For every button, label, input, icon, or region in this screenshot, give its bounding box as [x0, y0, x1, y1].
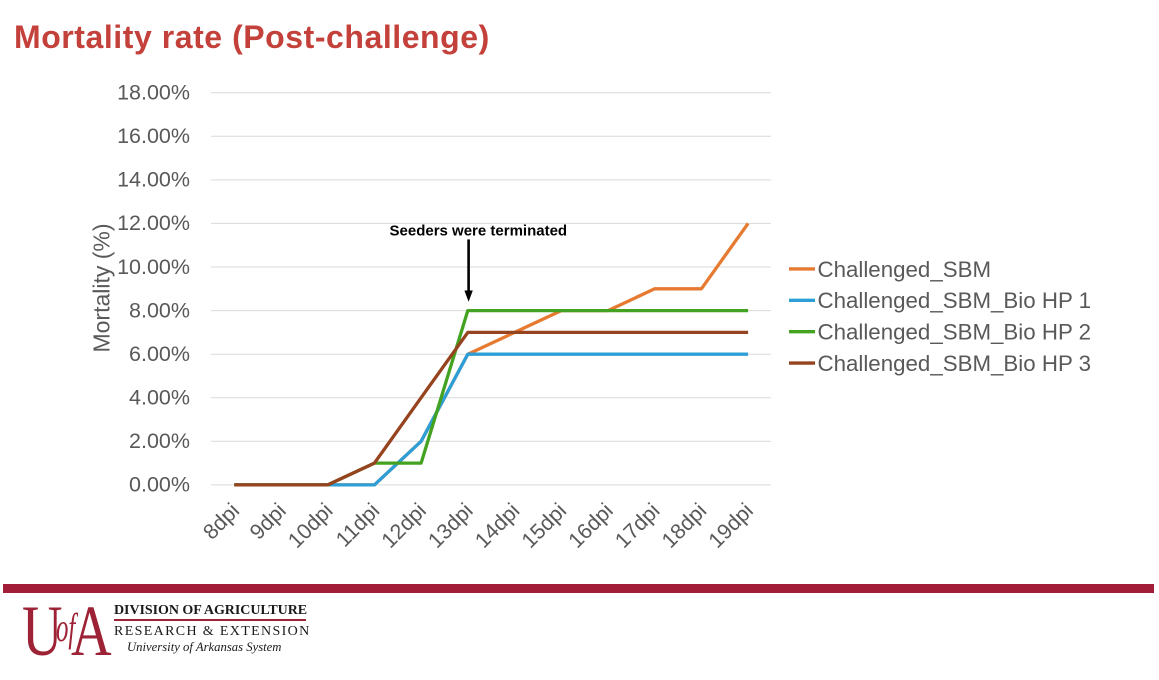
svg-text:14.00%: 14.00% [117, 168, 190, 192]
svg-text:16.00%: 16.00% [117, 124, 190, 148]
svg-text:15dpi: 15dpi [517, 499, 571, 553]
svg-text:18dpi: 18dpi [657, 499, 711, 553]
svg-text:4.00%: 4.00% [129, 386, 190, 410]
svg-text:Challenged_SBM_Bio HP 2: Challenged_SBM_Bio HP 2 [818, 320, 1092, 345]
svg-text:Seeders were terminated: Seeders were terminated [390, 222, 568, 239]
svg-text:12.00%: 12.00% [117, 211, 190, 235]
svg-text:0.00%: 0.00% [129, 473, 190, 497]
svg-text:Challenged_SBM_Bio HP 3: Challenged_SBM_Bio HP 3 [818, 351, 1092, 376]
svg-text:Challenged_SBM: Challenged_SBM [818, 257, 992, 282]
svg-text:14dpi: 14dpi [470, 499, 524, 553]
svg-text:19dpi: 19dpi [704, 499, 758, 553]
svg-text:18.00%: 18.00% [117, 81, 190, 105]
svg-text:10.00%: 10.00% [117, 255, 190, 279]
svg-text:12dpi: 12dpi [377, 499, 431, 553]
svg-text:Mortality (%): Mortality (%) [89, 223, 115, 352]
svg-text:17dpi: 17dpi [610, 499, 664, 553]
svg-text:Challenged_SBM_Bio HP 1: Challenged_SBM_Bio HP 1 [818, 288, 1092, 313]
svg-text:10dpi: 10dpi [283, 499, 337, 553]
svg-text:11dpi: 11dpi [331, 499, 384, 552]
svg-text:8.00%: 8.00% [129, 298, 190, 322]
svg-text:2.00%: 2.00% [129, 429, 190, 453]
svg-text:16dpi: 16dpi [564, 499, 618, 553]
svg-text:13dpi: 13dpi [423, 499, 477, 553]
svg-text:8dpi: 8dpi [198, 499, 244, 545]
svg-text:6.00%: 6.00% [129, 342, 190, 366]
